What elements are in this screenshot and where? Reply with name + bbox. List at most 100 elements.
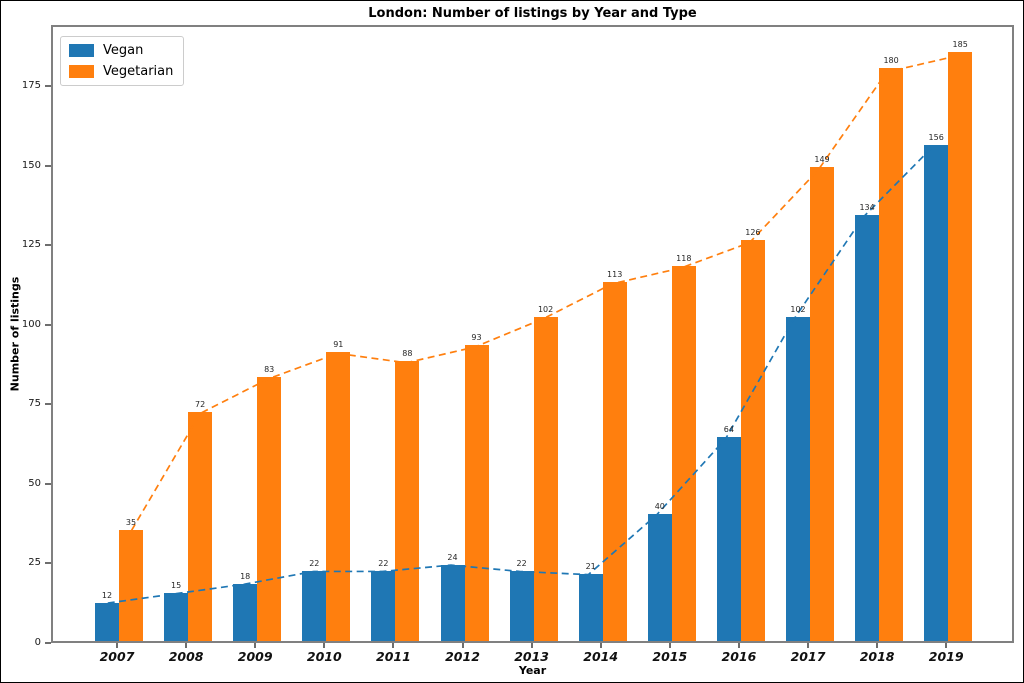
bar-value-label-vegetarian-2018: 180 [883, 56, 899, 66]
legend-item-vegan: Vegan [69, 43, 173, 59]
bar-value-label-vegan-2014: 21 [585, 562, 596, 572]
bar-vegetarian-2013 [533, 316, 558, 641]
x-tick-label-2018: 2018 [859, 649, 895, 664]
y-tick-mark [45, 562, 51, 565]
bar-value-label-vegan-2011: 22 [378, 559, 389, 569]
bar-vegetarian-2019 [948, 52, 973, 641]
bar-vegetarian-2011 [395, 361, 420, 641]
y-axis-label: Number of listings [8, 276, 22, 392]
y-tick-label: 150 [21, 159, 41, 171]
x-tick-label-2009: 2009 [237, 649, 273, 664]
x-tick-mark [116, 643, 118, 648]
x-tick-mark [668, 643, 671, 648]
x-tick-mark [945, 643, 948, 648]
bar-value-label-vegan-2015: 40 [654, 501, 665, 511]
bar-vegan-2016 [716, 437, 741, 641]
x-tick-label-2016: 2016 [721, 649, 757, 664]
bar-vegan-2013 [509, 571, 534, 641]
x-axis-label: Year [518, 664, 547, 677]
x-tick-mark [530, 643, 533, 648]
bar-vegetarian-2014 [602, 281, 627, 641]
legend-label-vegan: Vegan [103, 43, 144, 58]
bar-value-label-vegetarian-2007: 35 [125, 517, 137, 527]
bar-vegan-2008 [164, 593, 189, 641]
y-tick-mark [45, 403, 51, 406]
bar-value-label-vegetarian-2012: 93 [471, 333, 482, 343]
bar-vegan-2009 [233, 583, 258, 641]
bar-value-label-vegan-2017: 102 [790, 304, 806, 314]
y-tick-label: 25 [28, 557, 41, 569]
y-tick-mark [45, 323, 51, 326]
bar-value-label-vegan-2012: 24 [447, 552, 458, 562]
x-tick-label-2008: 2008 [168, 649, 204, 664]
bar-vegetarian-2017 [810, 166, 834, 641]
y-tick-label: 125 [21, 239, 41, 251]
bar-vegan-2014 [578, 574, 603, 641]
x-tick-mark [461, 643, 464, 648]
y-tick-mark [45, 85, 51, 88]
bar-vegetarian-2015 [671, 265, 696, 641]
bar-value-label-vegan-2013: 22 [516, 559, 527, 569]
y-tick-mark [45, 642, 51, 644]
legend-swatch-vegan [69, 44, 94, 58]
x-tick-label-2011: 2011 [375, 649, 411, 664]
bar-value-label-vegan-2007: 12 [101, 590, 113, 600]
bar-value-label-vegetarian-2019: 185 [952, 40, 968, 50]
bar-value-label-vegan-2019: 156 [928, 132, 944, 142]
x-tick-mark [599, 643, 602, 648]
bar-value-label-vegetarian-2008: 72 [195, 399, 206, 409]
bar-vegan-2012 [440, 564, 465, 641]
y-tick-mark [45, 482, 51, 485]
bar-vegan-2015 [647, 513, 672, 641]
bar-value-label-vegetarian-2013: 102 [537, 304, 554, 314]
legend: Vegan Vegetarian [60, 36, 185, 87]
legend-label-vegetarian: Vegetarian [103, 63, 174, 79]
x-tick-mark [254, 643, 257, 648]
plot-area: Vegan Vegetarian 12 15 18 22 22 24 22 21 40 64 102… [51, 25, 1014, 643]
y-tick-mark [45, 164, 51, 167]
bar-vegetarian-2007 [119, 529, 143, 641]
x-tick-label-2007: 2007 [99, 649, 135, 664]
bar-vegan-2011 [371, 571, 396, 641]
x-tick-mark [392, 643, 395, 648]
bar-value-label-vegetarian-2014: 113 [607, 269, 623, 279]
bar-value-label-vegan-2008: 15 [171, 581, 182, 591]
bar-vegetarian-2012 [464, 345, 489, 641]
bar-vegetarian-2010 [326, 351, 351, 641]
bar-vegan-2018 [855, 214, 880, 641]
y-tick-label: 50 [28, 477, 41, 489]
x-tick-label-2013: 2013 [514, 649, 549, 664]
bar-value-label-vegetarian-2015: 118 [676, 253, 692, 263]
bar-value-label-vegetarian-2016: 126 [745, 228, 761, 238]
bar-vegan-2017 [786, 316, 810, 641]
bar-vegetarian-2018 [879, 68, 904, 641]
bar-vegan-2007 [95, 602, 119, 641]
bar-vegan-2019 [924, 144, 949, 641]
x-tick-label-2012: 2012 [445, 649, 480, 664]
bar-value-label-vegetarian-2010: 91 [333, 339, 344, 349]
bar-value-label-vegan-2018: 134 [859, 202, 875, 212]
x-tick-label-2010: 2010 [306, 649, 342, 664]
x-tick-label-2014: 2014 [583, 649, 619, 664]
x-tick-label-2017: 2017 [790, 649, 826, 664]
bar-value-label-vegetarian-2011: 88 [402, 349, 413, 359]
x-tick-mark [876, 643, 879, 648]
legend-item-vegetarian: Vegetarian [69, 64, 173, 80]
bar-value-label-vegan-2009: 18 [240, 571, 251, 581]
bar-vegetarian-2016 [740, 240, 765, 641]
y-tick-label: 0 [34, 637, 41, 648]
y-tick-label: 100 [21, 318, 41, 330]
bar-value-label-vegetarian-2009: 83 [264, 364, 275, 374]
chart-title: London: Number of listings by Year and T… [368, 6, 697, 21]
bar-value-label-vegan-2016: 64 [723, 425, 734, 435]
bar-vegetarian-2008 [188, 411, 213, 641]
x-tick-mark [737, 643, 740, 648]
y-tick-label: 75 [28, 398, 41, 410]
x-tick-mark [807, 643, 809, 648]
legend-swatch-vegetarian [69, 64, 94, 78]
bar-vegetarian-2009 [257, 376, 282, 641]
x-tick-label-2019: 2019 [928, 649, 964, 664]
x-tick-mark [185, 643, 188, 648]
bar-vegan-2010 [302, 571, 327, 641]
